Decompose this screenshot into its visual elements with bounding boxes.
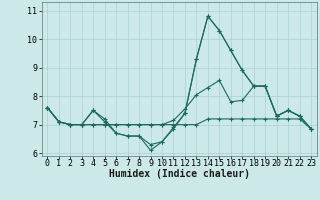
X-axis label: Humidex (Indice chaleur): Humidex (Indice chaleur) xyxy=(109,169,250,179)
